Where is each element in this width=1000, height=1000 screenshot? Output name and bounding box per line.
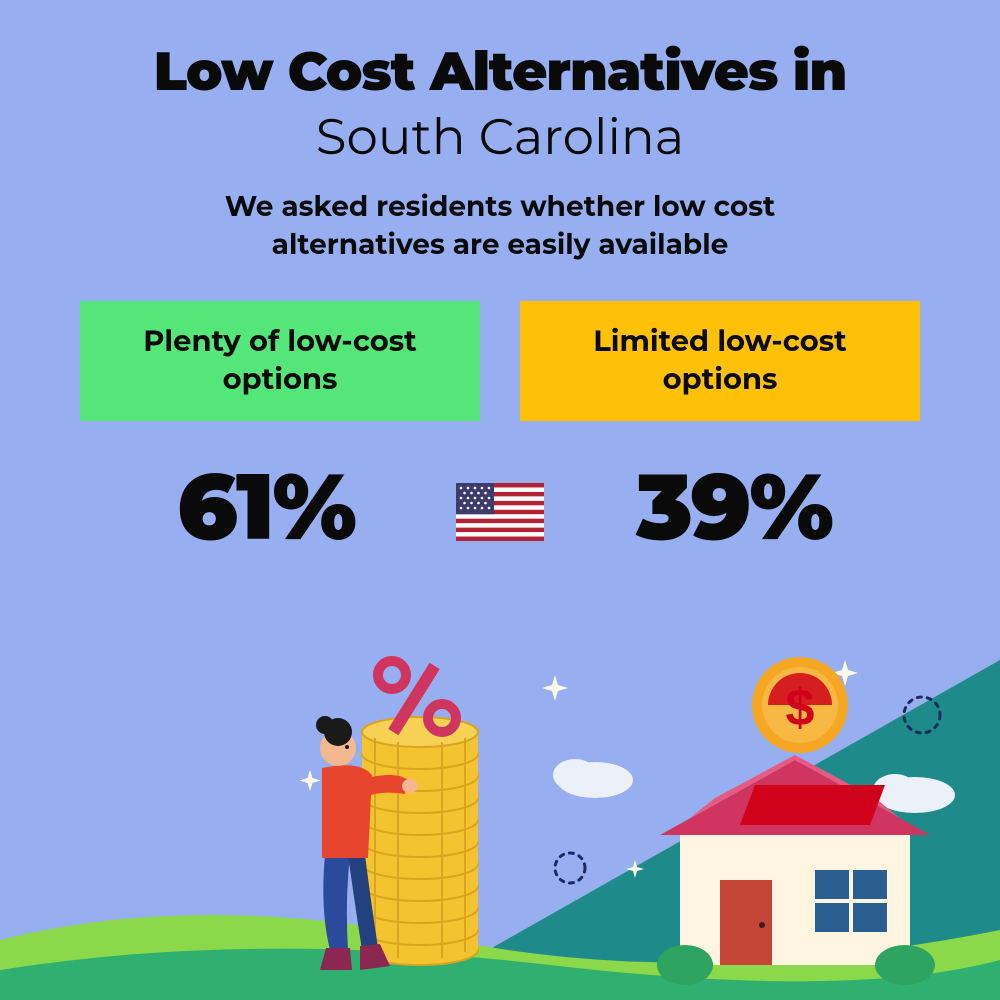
header: Low Cost Alternatives in South Carolina …	[0, 0, 1000, 265]
svg-text:$: $	[786, 679, 815, 737]
dollar-coin-icon: $	[752, 657, 848, 753]
percent-left: 61%	[116, 451, 416, 563]
illustration: $	[0, 630, 1000, 1000]
option-boxes: Plenty of low-cost options Limited low-c…	[0, 301, 1000, 421]
subtitle: We asked residents whether low cost alte…	[0, 189, 1000, 265]
subtitle-line1: We asked residents whether low cost	[225, 190, 776, 224]
us-flag-icon	[456, 483, 544, 541]
percent-right: 39%	[584, 451, 884, 563]
percent-row: 61% 39%	[0, 451, 1000, 563]
coin-stack-icon	[362, 717, 478, 965]
box-limited: Limited low-cost options	[520, 301, 920, 421]
subtitle-line2: alternatives are easily available	[272, 228, 729, 262]
box-plenty: Plenty of low-cost options	[80, 301, 480, 421]
title-light: South Carolina	[0, 106, 1000, 167]
title-bold: Low Cost Alternatives in	[0, 38, 1000, 104]
